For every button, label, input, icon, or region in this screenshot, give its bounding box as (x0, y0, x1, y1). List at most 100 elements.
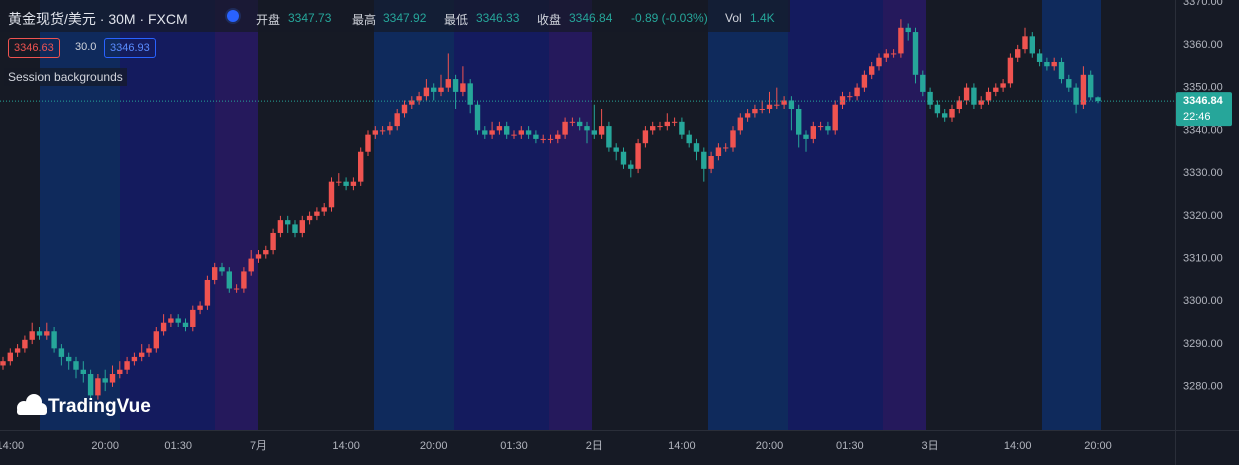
bid-price[interactable]: 3346.63 (8, 38, 60, 58)
candle-body (124, 361, 130, 370)
candle-body (511, 134, 517, 136)
candle-body (29, 331, 35, 340)
candle-body (394, 113, 400, 127)
candle-body (248, 258, 254, 272)
candle-body (489, 130, 495, 135)
x-tick-label: 20:00 (91, 440, 119, 452)
candle-body (1088, 74, 1094, 98)
candle-body (744, 113, 751, 118)
candle-body (219, 267, 225, 272)
candle-body (730, 130, 736, 148)
candle-body (204, 279, 211, 306)
candle-body (22, 339, 28, 349)
candle-body (598, 126, 605, 135)
ask-price[interactable]: 3346.93 (104, 38, 156, 58)
candle-body (233, 288, 240, 290)
candle-body (285, 220, 291, 225)
session-band (883, 0, 926, 430)
symbol-title: 黄金现货/美元 · 30M · FXCM (8, 11, 188, 27)
candle-body (540, 138, 546, 140)
candle-body (160, 322, 167, 332)
y-tick-label: 3330.00 (1183, 167, 1223, 179)
x-tick-label: 01:30 (164, 440, 192, 452)
candle-body (635, 143, 641, 169)
candle-body (796, 108, 802, 135)
candle-body (95, 378, 101, 396)
x-tick-label: 14:00 (0, 440, 24, 452)
candle-body (993, 87, 999, 92)
vol-label: Vol (725, 11, 742, 25)
candle-body (978, 100, 984, 105)
candle-body (117, 369, 123, 375)
close-value: 3346.84 (569, 11, 613, 25)
candle-body (927, 91, 933, 105)
indicator-label[interactable]: Session backgrounds (4, 68, 127, 86)
candle-body (438, 87, 444, 92)
candle-body (73, 361, 79, 370)
session-band (454, 0, 549, 430)
candle-body (0, 361, 6, 366)
x-tick-label: 3日 (922, 440, 939, 452)
candle-body (445, 79, 451, 88)
candle-body (1036, 53, 1043, 62)
x-tick-label: 2日 (586, 440, 603, 452)
candle-body (788, 100, 795, 109)
candle-body (255, 254, 262, 259)
candle-body (467, 83, 473, 105)
candle-body (934, 104, 941, 114)
candle-body (190, 309, 196, 327)
candle-body (620, 151, 627, 165)
y-tick-label: 3340.00 (1183, 124, 1223, 136)
change-value: -0.89 (-0.03%) (631, 11, 708, 25)
candle-body (525, 130, 532, 135)
candle-body (321, 207, 327, 212)
candle-body (328, 181, 335, 208)
y-tick-label: 3290.00 (1183, 338, 1223, 350)
session-band (1042, 0, 1101, 430)
candle-body (577, 121, 583, 127)
candle-body (1044, 61, 1050, 67)
candle-body (270, 232, 276, 251)
session-band (40, 0, 120, 430)
candle-body (58, 348, 65, 357)
logo-text: TradingVue (48, 396, 151, 417)
candle-body (66, 356, 72, 362)
y-tick-label: 3360.00 (1183, 39, 1223, 51)
candle-body (569, 121, 576, 123)
candle-body (460, 83, 466, 92)
candle-body (869, 66, 875, 75)
candle-body (343, 181, 349, 186)
candle-body (263, 250, 269, 255)
candle-body (1080, 74, 1087, 105)
candle-body (898, 27, 904, 54)
candle-body (358, 151, 364, 182)
candle-body (292, 224, 298, 233)
candle-body (102, 378, 108, 383)
candle-body (890, 53, 897, 55)
candle-body (657, 126, 663, 128)
candle-body (153, 331, 159, 349)
candle-body (708, 156, 714, 169)
candle-body (920, 74, 926, 92)
candle-body (452, 79, 459, 92)
candle-body (956, 100, 962, 109)
candle-body (350, 181, 357, 186)
candle-body (1007, 57, 1014, 84)
x-tick-label: 01:30 (836, 440, 864, 452)
session-band (708, 0, 788, 430)
candle-body (1095, 97, 1101, 102)
x-tick-label: 7月 (250, 440, 267, 452)
candle-body (139, 352, 145, 357)
candle-body (985, 91, 992, 101)
high-value: 3347.92 (383, 11, 427, 25)
close-label: 收盘 (537, 13, 562, 27)
candle-body (752, 108, 758, 114)
candle-body (518, 130, 524, 135)
candle-body (336, 181, 342, 183)
candle-body (226, 271, 232, 289)
candle-body (109, 374, 116, 383)
candle-body (737, 117, 743, 131)
x-tick-label: 14:00 (668, 440, 696, 452)
candle-body (963, 87, 970, 101)
candle-body (650, 126, 656, 131)
